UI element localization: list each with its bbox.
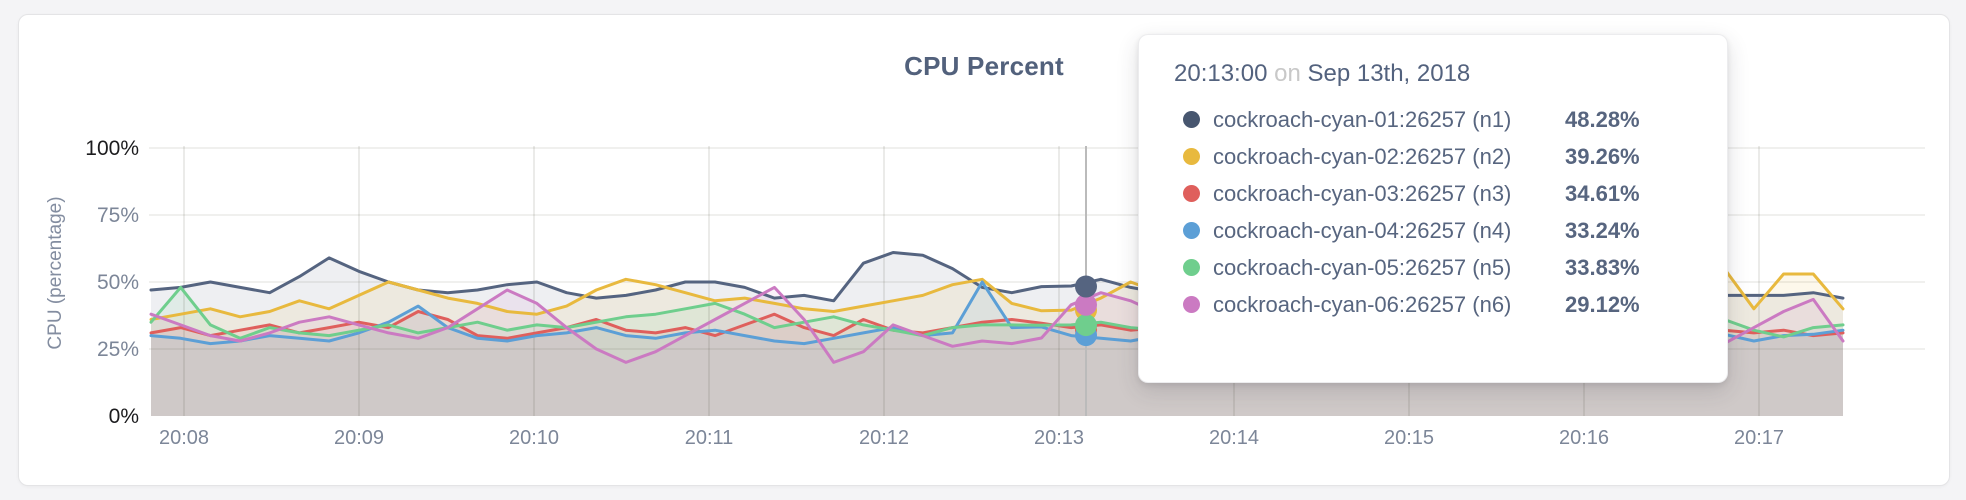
- tooltip-date: Sep 13th, 2018: [1307, 60, 1471, 87]
- y-tick-label: 75%: [97, 204, 139, 227]
- tooltip-rows: cockroach-cyan-01:26257 (n1) 48.28% cockro…: [1174, 101, 1701, 323]
- tooltip-on-word: on: [1274, 60, 1301, 87]
- hover-dot-n6: [1075, 293, 1097, 316]
- y-tick-label: 100%: [85, 137, 139, 160]
- series-color-dot-icon: [1183, 111, 1200, 128]
- tooltip-series-value: 33.24%: [1565, 217, 1640, 243]
- y-tick-label: 25%: [97, 338, 139, 361]
- series-area-n6: [151, 287, 1843, 416]
- tooltip-series-label: cockroach-cyan-03:26257 (n3): [1213, 180, 1512, 206]
- y-tick-label: 50%: [97, 271, 139, 294]
- hover-dots: [1075, 275, 1097, 347]
- tooltip-time: 20:13:00: [1174, 60, 1268, 87]
- x-tick-label: 20:13: [1034, 427, 1084, 449]
- hover-dot-n1: [1075, 275, 1097, 298]
- series-color-dot-icon: [1183, 185, 1200, 202]
- tooltip-series-value: 29.12%: [1565, 291, 1640, 317]
- x-tick-label: 20:16: [1559, 427, 1609, 449]
- tooltip-series-label: cockroach-cyan-04:26257 (n4): [1213, 217, 1512, 243]
- series-color-dot-icon: [1183, 222, 1200, 239]
- tooltip-row: cockroach-cyan-01:26257 (n1) 48.28%: [1174, 101, 1701, 138]
- tooltip-series-label: cockroach-cyan-02:26257 (n2): [1213, 143, 1512, 169]
- x-tick-label: 20:14: [1209, 427, 1259, 449]
- tooltip-series-label: cockroach-cyan-05:26257 (n5): [1213, 254, 1512, 280]
- tooltip-row: cockroach-cyan-02:26257 (n2) 39.26%: [1174, 138, 1701, 175]
- tooltip-row: cockroach-cyan-03:26257 (n3) 34.61%: [1174, 175, 1701, 212]
- x-tick-label: 20:11: [685, 427, 734, 449]
- x-tick-label: 20:09: [334, 427, 384, 449]
- tooltip-row: cockroach-cyan-05:26257 (n5) 33.83%: [1174, 249, 1701, 286]
- series-color-dot-icon: [1183, 259, 1200, 276]
- tooltip-series-value: 33.83%: [1565, 254, 1640, 280]
- x-tick-label: 20:10: [509, 427, 559, 449]
- chart-tooltip: 20:13:00 on Sep 13th, 2018 cockroach-cya…: [1138, 34, 1728, 383]
- x-tick-label: 20:08: [159, 427, 209, 449]
- tooltip-row: cockroach-cyan-06:26257 (n6) 29.12%: [1174, 286, 1701, 323]
- tooltip-series-label: cockroach-cyan-06:26257 (n6): [1213, 291, 1512, 317]
- tooltip-title: 20:13:00 on Sep 13th, 2018: [1174, 60, 1701, 88]
- series-color-dot-icon: [1183, 148, 1200, 165]
- chart-card: CPU Percent CPU (percentage) 0% 25% 50% 75%…: [18, 14, 1950, 486]
- tooltip-series-value: 48.28%: [1565, 106, 1640, 132]
- hover-dot-n5: [1075, 314, 1097, 337]
- chart-title: CPU Percent: [904, 51, 1064, 81]
- x-tick-label: 20:12: [859, 427, 909, 449]
- tooltip-series-value: 34.61%: [1565, 180, 1640, 206]
- series-area-n5: [151, 287, 1843, 416]
- tooltip-series-label: cockroach-cyan-01:26257 (n1): [1213, 106, 1512, 132]
- tooltip-row: cockroach-cyan-04:26257 (n4) 33.24%: [1174, 212, 1701, 249]
- y-tick-label: 0%: [109, 405, 139, 428]
- axis-labels: 0% 25% 50% 75% 100% 20:08 20:09 20:10 20:11 20:12…: [85, 137, 1784, 449]
- tooltip-series-value: 39.26%: [1565, 143, 1640, 169]
- series-color-dot-icon: [1183, 296, 1200, 313]
- x-tick-label: 20:17: [1734, 427, 1784, 449]
- x-tick-label: 20:15: [1384, 427, 1434, 449]
